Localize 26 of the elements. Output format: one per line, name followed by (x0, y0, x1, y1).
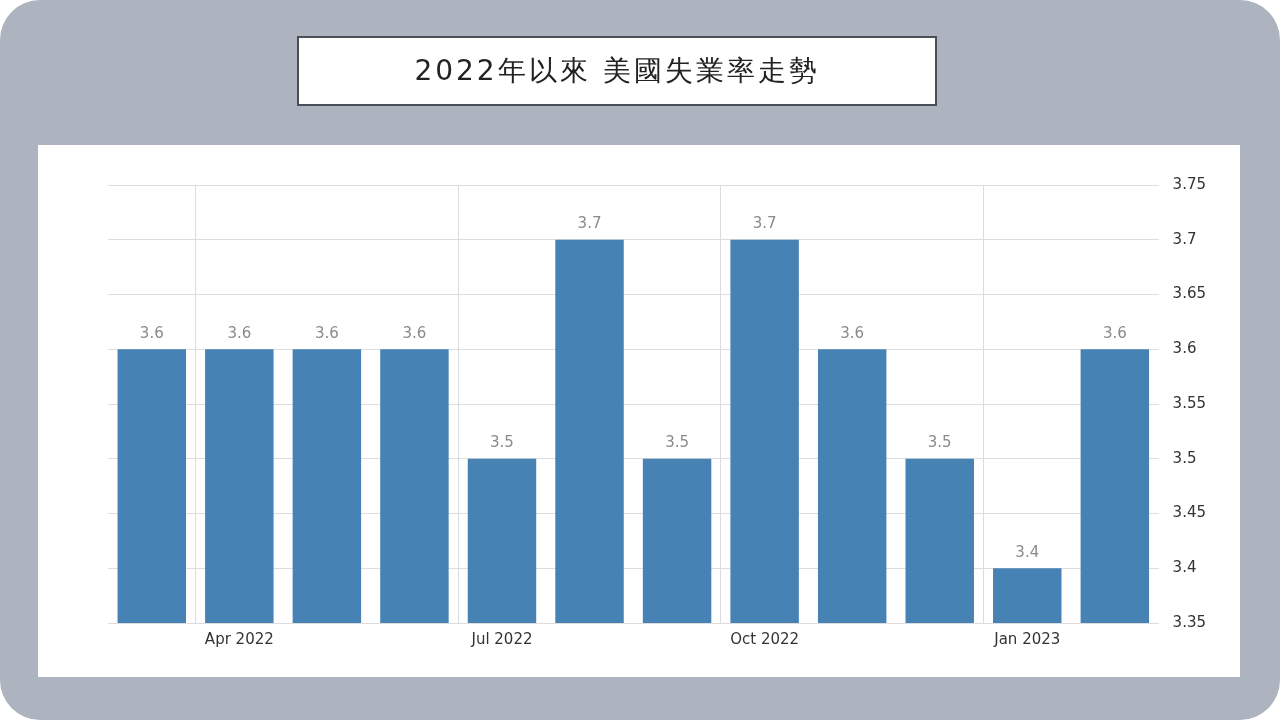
y-tick-label: 3.35 (1172, 612, 1207, 631)
y-tick-label: 3.4 (1172, 558, 1197, 577)
data-label: 3.5 (927, 433, 952, 452)
x-tick-label: Jul 2022 (470, 629, 533, 648)
x-tick-label: Apr 2022 (204, 629, 274, 648)
data-label: 3.7 (577, 214, 602, 233)
y-tick-label: 3.7 (1172, 229, 1197, 248)
data-label: 3.5 (665, 433, 690, 452)
y-tick-label: 3.45 (1172, 503, 1207, 522)
y-tick-label: 3.65 (1172, 284, 1207, 303)
y-tick-label: 3.55 (1172, 393, 1207, 412)
data-label: 3.6 (1102, 323, 1127, 342)
data-label: 3.7 (752, 214, 777, 233)
y-tick-label: 3.75 (1172, 174, 1207, 193)
data-label: 3.5 (490, 433, 514, 452)
data-label: 3.6 (314, 323, 339, 342)
chart-title: 2022年以來 美國失業率走勢 (414, 53, 820, 89)
data-label: 3.6 (402, 323, 427, 342)
data-label: 3.6 (840, 323, 865, 342)
y-tick-label: 3.6 (1172, 339, 1197, 358)
x-tick-label: Oct 2022 (730, 629, 800, 648)
data-label: 3.4 (1015, 542, 1040, 561)
y-tick-label: 3.5 (1172, 448, 1197, 467)
x-tick-label: Jan 2023 (993, 629, 1061, 648)
data-label: 3.6 (139, 323, 164, 342)
data-label: 3.6 (227, 323, 252, 342)
